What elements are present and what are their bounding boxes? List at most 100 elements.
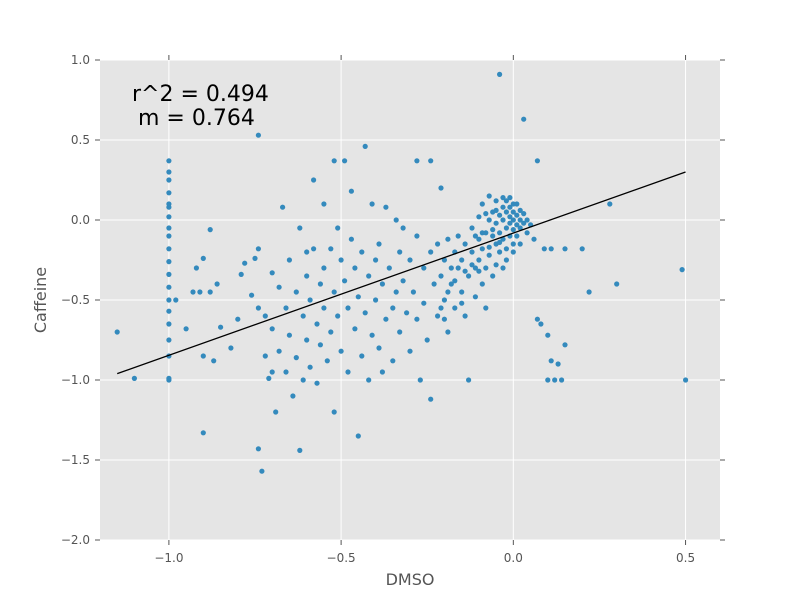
data-point [304, 249, 310, 255]
data-point [321, 305, 327, 311]
data-point [448, 265, 454, 271]
data-point [166, 308, 172, 314]
data-point [455, 233, 461, 239]
data-point [166, 271, 172, 277]
data-point [441, 257, 447, 263]
data-point [304, 273, 310, 279]
data-point [207, 289, 213, 295]
data-point [428, 249, 434, 255]
data-point [297, 447, 303, 453]
data-point [366, 377, 372, 383]
data-point [266, 375, 272, 381]
data-point [166, 190, 172, 196]
data-point [200, 353, 206, 359]
data-point [559, 377, 565, 383]
data-point [166, 233, 172, 239]
data-point [166, 246, 172, 252]
data-point [493, 262, 499, 268]
data-points [114, 71, 689, 474]
data-point [335, 313, 341, 319]
data-point [462, 241, 468, 247]
data-point [421, 265, 427, 271]
data-point [428, 396, 434, 402]
data-point [507, 204, 513, 210]
data-point [262, 353, 268, 359]
data-point [497, 249, 503, 255]
data-point [331, 289, 337, 295]
data-point [131, 375, 137, 381]
data-point [414, 316, 420, 322]
data-point [228, 345, 234, 351]
data-point [238, 271, 244, 277]
data-point [335, 225, 341, 231]
data-point [352, 326, 358, 332]
data-point [166, 337, 172, 343]
data-point [472, 233, 478, 239]
data-point [331, 409, 337, 415]
y-tick-labels: 1.0 0.5 0.0 −0.5 −1.0 −1.5 −2.0 [61, 53, 90, 547]
data-point [407, 257, 413, 263]
data-point [114, 329, 120, 335]
data-point [510, 209, 516, 215]
data-point [497, 71, 503, 77]
data-point [359, 249, 365, 255]
data-point [521, 116, 527, 122]
data-point [166, 177, 172, 183]
data-point [441, 316, 447, 322]
data-point [607, 201, 613, 207]
data-point [510, 227, 516, 233]
data-point [545, 377, 551, 383]
r-squared-annotation: r^2 = 0.494 [132, 82, 269, 107]
data-point [379, 281, 385, 287]
data-point [397, 329, 403, 335]
data-point [683, 377, 689, 383]
data-point [397, 249, 403, 255]
data-point [497, 230, 503, 236]
data-point [679, 267, 685, 273]
data-point [328, 329, 334, 335]
data-point [373, 297, 379, 303]
data-point [462, 268, 468, 274]
data-point [435, 241, 441, 247]
data-point [383, 316, 389, 322]
data-point [441, 297, 447, 303]
data-point [517, 241, 523, 247]
data-point [459, 300, 465, 306]
data-point [476, 236, 482, 242]
data-point [214, 281, 220, 287]
data-point [379, 369, 385, 375]
data-point [393, 289, 399, 295]
data-point [452, 278, 458, 284]
data-point [283, 305, 289, 311]
x-tick-label: −0.5 [327, 551, 356, 565]
data-point [269, 369, 275, 375]
data-point [218, 324, 224, 330]
data-point [197, 289, 203, 295]
data-point [166, 321, 172, 327]
data-point [483, 211, 489, 217]
data-point [407, 348, 413, 354]
data-point [466, 377, 472, 383]
data-point [503, 257, 509, 263]
data-point [166, 297, 172, 303]
data-point [390, 305, 396, 311]
data-point [479, 246, 485, 252]
data-point [579, 246, 585, 252]
data-point [376, 345, 382, 351]
data-point [342, 278, 348, 284]
data-point [311, 246, 317, 252]
data-point [531, 236, 537, 242]
data-point [297, 225, 303, 231]
data-point [369, 332, 375, 338]
data-point [249, 292, 255, 298]
data-point [166, 204, 172, 210]
data-point [207, 227, 213, 233]
data-point [500, 204, 506, 210]
data-point [276, 284, 282, 290]
data-point [200, 430, 206, 436]
data-point [510, 217, 516, 223]
data-point [166, 225, 172, 231]
data-point [183, 326, 189, 332]
data-point [548, 358, 554, 364]
